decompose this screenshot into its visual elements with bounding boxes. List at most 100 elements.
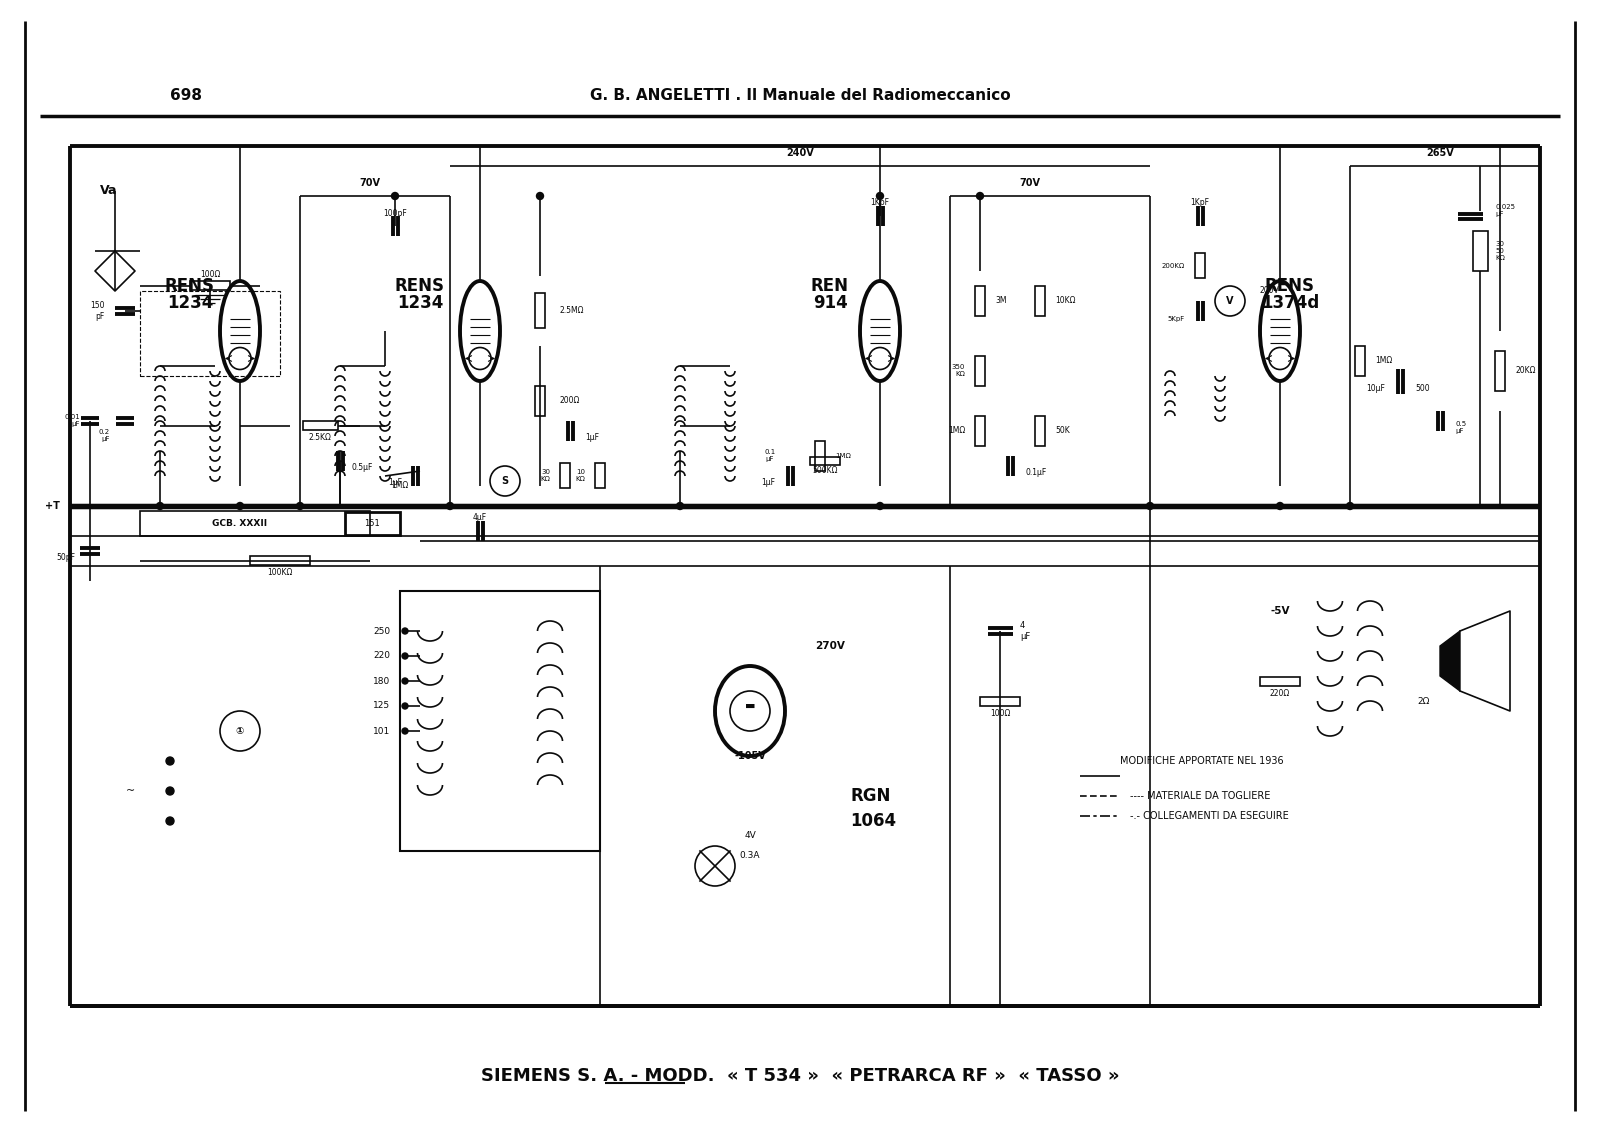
Circle shape bbox=[402, 703, 408, 709]
Text: 698: 698 bbox=[170, 88, 202, 104]
Text: 265V: 265V bbox=[1426, 148, 1454, 158]
Text: 4μF: 4μF bbox=[474, 513, 486, 523]
Text: GCB. XXXII: GCB. XXXII bbox=[213, 519, 267, 528]
Text: 3M: 3M bbox=[995, 296, 1006, 305]
Bar bbox=[534, 294, 546, 328]
Text: 50K: 50K bbox=[1054, 426, 1070, 435]
Text: 100Ω: 100Ω bbox=[200, 270, 221, 279]
Circle shape bbox=[166, 787, 174, 795]
Text: 125: 125 bbox=[373, 701, 390, 710]
Bar bbox=[1472, 231, 1488, 271]
Circle shape bbox=[402, 677, 408, 684]
Circle shape bbox=[1347, 502, 1354, 509]
Bar bbox=[974, 416, 986, 446]
Bar bbox=[974, 356, 986, 386]
Text: 150
pF: 150 pF bbox=[91, 301, 106, 321]
Text: RENS: RENS bbox=[165, 277, 214, 295]
Text: 0.2
μF: 0.2 μF bbox=[99, 430, 110, 442]
Text: 220Ω: 220Ω bbox=[1270, 689, 1290, 698]
Text: 350
KΩ: 350 KΩ bbox=[952, 364, 965, 378]
Text: 100KΩ: 100KΩ bbox=[267, 569, 293, 578]
Bar bbox=[560, 464, 570, 489]
Text: V: V bbox=[1226, 296, 1234, 307]
Text: ▬: ▬ bbox=[744, 701, 755, 711]
Text: 200KΩ: 200KΩ bbox=[1162, 264, 1186, 269]
Text: 1MΩ: 1MΩ bbox=[947, 426, 965, 435]
Text: ①: ① bbox=[235, 726, 245, 736]
Text: 20KΩ: 20KΩ bbox=[1515, 366, 1536, 375]
Bar bbox=[979, 697, 1021, 706]
Circle shape bbox=[166, 757, 174, 765]
Circle shape bbox=[1277, 502, 1283, 509]
Text: 1234: 1234 bbox=[397, 294, 443, 312]
Text: -.- COLLEGAMENTI DA ESEGUIRE: -.- COLLEGAMENTI DA ESEGUIRE bbox=[1130, 811, 1288, 821]
Text: 1MΩ: 1MΩ bbox=[392, 482, 408, 491]
Circle shape bbox=[402, 728, 408, 734]
Text: 151: 151 bbox=[365, 519, 379, 528]
Bar bbox=[1261, 676, 1299, 685]
Text: +T: +T bbox=[45, 501, 61, 511]
Text: RGN: RGN bbox=[850, 787, 890, 805]
Text: ~: ~ bbox=[126, 786, 134, 796]
Text: 30
50
KΩ: 30 50 KΩ bbox=[1494, 241, 1506, 261]
Text: -5V: -5V bbox=[1270, 606, 1290, 616]
Text: 100Ω: 100Ω bbox=[990, 708, 1010, 717]
Bar bbox=[250, 556, 310, 566]
Text: RENS: RENS bbox=[1266, 277, 1315, 295]
Text: 1KpF: 1KpF bbox=[1190, 199, 1210, 207]
Text: 200Ω: 200Ω bbox=[560, 397, 581, 406]
Bar bbox=[346, 512, 400, 535]
Circle shape bbox=[536, 192, 544, 199]
Text: ---- MATERIALE DA TOGLIERE: ---- MATERIALE DA TOGLIERE bbox=[1130, 791, 1270, 801]
Text: 1MΩ: 1MΩ bbox=[1374, 356, 1392, 365]
Text: MODIFICHE APPORTATE NEL 1936: MODIFICHE APPORTATE NEL 1936 bbox=[1120, 756, 1283, 766]
Bar bbox=[1195, 253, 1205, 278]
Bar bbox=[1035, 286, 1045, 316]
Text: S: S bbox=[501, 476, 509, 486]
Text: 1234: 1234 bbox=[166, 294, 213, 312]
Text: 101: 101 bbox=[373, 726, 390, 735]
Bar bbox=[595, 464, 605, 489]
Text: 30
KΩ: 30 KΩ bbox=[541, 469, 550, 483]
Circle shape bbox=[877, 192, 883, 199]
Text: 0.3A: 0.3A bbox=[739, 852, 760, 861]
Text: Va: Va bbox=[99, 184, 117, 198]
Bar bbox=[302, 422, 338, 431]
Text: 240V: 240V bbox=[786, 148, 814, 158]
Text: 0.1
μF: 0.1 μF bbox=[765, 449, 776, 463]
Text: 1MΩ: 1MΩ bbox=[835, 454, 851, 459]
Text: 50pF: 50pF bbox=[56, 553, 75, 562]
Text: G. B. ANGELETTI . Il Manuale del Radiomeccanico: G. B. ANGELETTI . Il Manuale del Radiome… bbox=[590, 88, 1010, 104]
Text: 270V: 270V bbox=[814, 641, 845, 651]
Bar bbox=[1494, 351, 1506, 391]
Bar bbox=[974, 286, 986, 316]
Text: 0.1μF: 0.1μF bbox=[1026, 468, 1046, 477]
Circle shape bbox=[402, 628, 408, 634]
Text: 5KpF: 5KpF bbox=[1168, 316, 1186, 322]
Bar bbox=[1355, 346, 1365, 375]
Circle shape bbox=[877, 502, 883, 509]
Text: 250: 250 bbox=[373, 627, 390, 636]
Text: 10KΩ: 10KΩ bbox=[1054, 296, 1075, 305]
Text: SIEMENS S. A. - MODD.  « T 534 »  « PETRARCA RF »  « TASSO »: SIEMENS S. A. - MODD. « T 534 » « PETRAR… bbox=[480, 1067, 1120, 1085]
Text: 10μF: 10μF bbox=[1366, 385, 1386, 394]
Text: 1374d: 1374d bbox=[1261, 294, 1318, 312]
Text: 1μF: 1μF bbox=[586, 433, 598, 442]
Text: 180: 180 bbox=[373, 676, 390, 685]
Text: 500: 500 bbox=[1414, 385, 1430, 394]
Polygon shape bbox=[1440, 631, 1459, 691]
Text: 220: 220 bbox=[373, 651, 390, 661]
Text: 914: 914 bbox=[813, 294, 848, 312]
Text: 10
KΩ: 10 KΩ bbox=[574, 469, 586, 483]
Circle shape bbox=[446, 502, 453, 509]
Text: 1μF: 1μF bbox=[387, 478, 402, 487]
Text: 1μF: 1μF bbox=[762, 478, 774, 487]
Circle shape bbox=[677, 502, 683, 509]
Circle shape bbox=[1147, 502, 1154, 509]
Text: 2.5MΩ: 2.5MΩ bbox=[560, 307, 584, 316]
Text: 1KpF: 1KpF bbox=[870, 199, 890, 207]
Circle shape bbox=[237, 502, 243, 509]
Text: 1064: 1064 bbox=[850, 812, 896, 830]
Bar bbox=[141, 291, 280, 375]
Text: 200V: 200V bbox=[1261, 286, 1280, 295]
